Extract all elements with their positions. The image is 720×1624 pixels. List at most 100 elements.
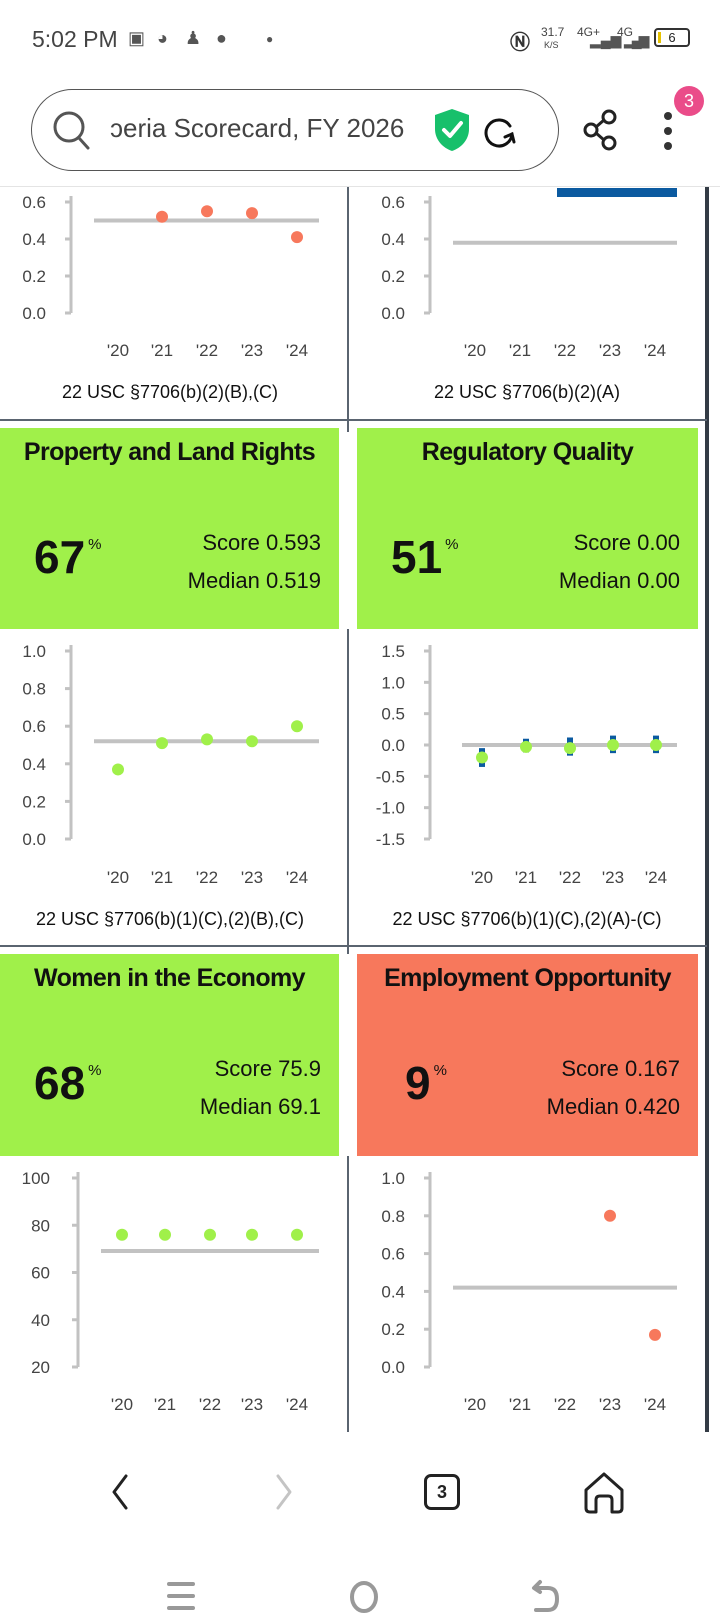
status-time: 5:02 PM — [32, 26, 118, 52]
card-score: Score 0.167 — [561, 1056, 680, 1081]
y-tick-label: 0.6 — [381, 1245, 405, 1264]
chart-property: 0.0 0.2 0.4 0.6 0.8 1.0 '20 '21 '22 '23 '24 — [22, 642, 319, 887]
y-tick-label: 0.0 — [381, 736, 405, 755]
card-median: Median 69.1 — [199, 1094, 321, 1119]
y-tick-label: 0.4 — [381, 1282, 405, 1301]
x-tick-label: '22 — [196, 341, 218, 360]
y-tick-label: 60 — [31, 1264, 50, 1283]
data-point — [520, 740, 532, 753]
search-icon — [53, 111, 90, 150]
x-tick-label: '20 — [107, 868, 129, 887]
data-point — [246, 207, 258, 220]
data-point — [607, 739, 619, 751]
chat-icon: ● — [216, 28, 227, 48]
card-percentile: 51% — [391, 531, 459, 583]
x-tick-label: '23 — [599, 341, 621, 360]
more-menu-icon[interactable] — [660, 108, 676, 154]
radio-icon: ▣ — [128, 28, 146, 48]
nfc-icon: Ⓝ — [510, 32, 530, 54]
y-tick-label: 0.8 — [22, 680, 46, 699]
home-system-button[interactable] — [348, 1578, 380, 1616]
x-tick-label: '24 — [286, 1395, 308, 1414]
data-point — [156, 210, 168, 223]
x-tick-label: '21 — [151, 868, 173, 887]
back-button[interactable] — [106, 1470, 136, 1514]
card-title: Regulatory Quality — [421, 438, 634, 466]
x-tick-label: '24 — [644, 341, 666, 360]
data-point — [201, 733, 213, 746]
chart-employment: 0.0 0.2 0.4 0.6 0.8 1.0 '20 '21 '22 '23 '24 — [381, 1169, 677, 1414]
card-median: Median 0.420 — [546, 1094, 680, 1119]
data-point — [156, 737, 168, 750]
data-point — [159, 1228, 171, 1241]
x-tick-label: '21 — [509, 341, 531, 360]
address-bar[interactable]: ɔeria Scorecard, FY 2026 — [31, 89, 559, 171]
tabs-button[interactable]: 3 — [424, 1474, 460, 1510]
chart-caption: 22 USC §7706(b)(2)(A) — [433, 382, 621, 402]
x-tick-label: '21 — [509, 1395, 531, 1414]
x-tick-label: '22 — [554, 341, 576, 360]
y-tick-label: -0.5 — [376, 767, 405, 786]
grid-divider-horizontal — [0, 945, 707, 947]
share-icon[interactable] — [583, 109, 619, 151]
y-tick-label: 1.0 — [381, 673, 405, 692]
x-tick-label: '22 — [199, 1395, 221, 1414]
indicator-card-regulatory-quality[interactable]: Regulatory Quality 51% Score 0.00 Median… — [357, 428, 698, 629]
card-percentile: 9% — [405, 1057, 447, 1109]
data-point — [112, 763, 124, 776]
x-tick-label: '22 — [196, 868, 218, 887]
card-percentile: 67% — [34, 531, 102, 583]
data-point — [564, 742, 576, 755]
recent-apps-button[interactable] — [167, 1578, 195, 1614]
url-text[interactable]: ɔeria Scorecard, FY 2026 — [110, 113, 405, 143]
x-tick-label: '23 — [241, 1395, 263, 1414]
net-unit: K/S — [544, 40, 559, 50]
data-point — [246, 735, 258, 748]
data-point — [291, 231, 303, 244]
y-tick-label: 20 — [31, 1358, 50, 1377]
y-tick-label: 0.0 — [22, 830, 46, 849]
data-point — [604, 1209, 616, 1222]
grid-divider — [347, 629, 349, 954]
y-tick-label: 0.6 — [381, 193, 405, 212]
x-tick-label: '20 — [464, 341, 486, 360]
y-tick-label: 0.8 — [381, 1207, 405, 1226]
y-tick-label: 0.0 — [22, 304, 46, 323]
y-tick-label: 0.2 — [381, 1320, 405, 1339]
y-tick-label: 0.5 — [381, 705, 405, 724]
x-tick-label: '22 — [554, 1395, 576, 1414]
x-tick-label: '21 — [515, 868, 537, 887]
indicator-card-women-in-economy[interactable]: Women in the Economy 68% Score 75.9 Medi… — [0, 954, 339, 1156]
security-shield-icon[interactable] — [432, 107, 472, 153]
grid-divider — [347, 186, 349, 432]
y-tick-label: 40 — [31, 1311, 50, 1330]
y-tick-label: 0.4 — [22, 755, 46, 774]
y-tick-label: 100 — [22, 1169, 50, 1188]
y-tick-label: 0.4 — [381, 230, 405, 249]
card-title: Property and Land Rights — [23, 438, 316, 466]
y-tick-label: 0.4 — [22, 230, 46, 249]
y-tick-label: 0.2 — [22, 792, 46, 811]
home-button[interactable] — [582, 1470, 626, 1516]
y-tick-label: 1.5 — [381, 642, 405, 661]
x-tick-label: '24 — [286, 341, 308, 360]
y-tick-label: -1.0 — [376, 799, 405, 818]
x-tick-label: '21 — [154, 1395, 176, 1414]
y-tick-label: 0.2 — [381, 267, 405, 286]
back-system-button[interactable] — [530, 1578, 562, 1616]
indicator-card-property-land-rights[interactable]: Property and Land Rights 67% Score 0.593… — [0, 428, 339, 629]
battery-icon: 6 — [654, 28, 690, 47]
forward-button[interactable] — [268, 1470, 298, 1514]
menu-notification-badge: 3 — [674, 86, 704, 116]
grid-divider-horizontal — [0, 419, 707, 421]
data-point — [116, 1228, 128, 1241]
y-tick-label: 0.6 — [22, 193, 46, 212]
chart-caption: 22 USC §7706(b)(1)(C),(2)(B),(C) — [35, 909, 305, 929]
card-score: Score 75.9 — [214, 1056, 321, 1081]
reload-icon[interactable] — [481, 114, 517, 150]
x-tick-label: '23 — [599, 1395, 621, 1414]
signal-2: 4G — [617, 25, 634, 39]
card-score: Score 0.593 — [202, 530, 321, 555]
indicator-card-employment-opportunity[interactable]: Employment Opportunity 9% Score 0.167 Me… — [357, 954, 698, 1156]
